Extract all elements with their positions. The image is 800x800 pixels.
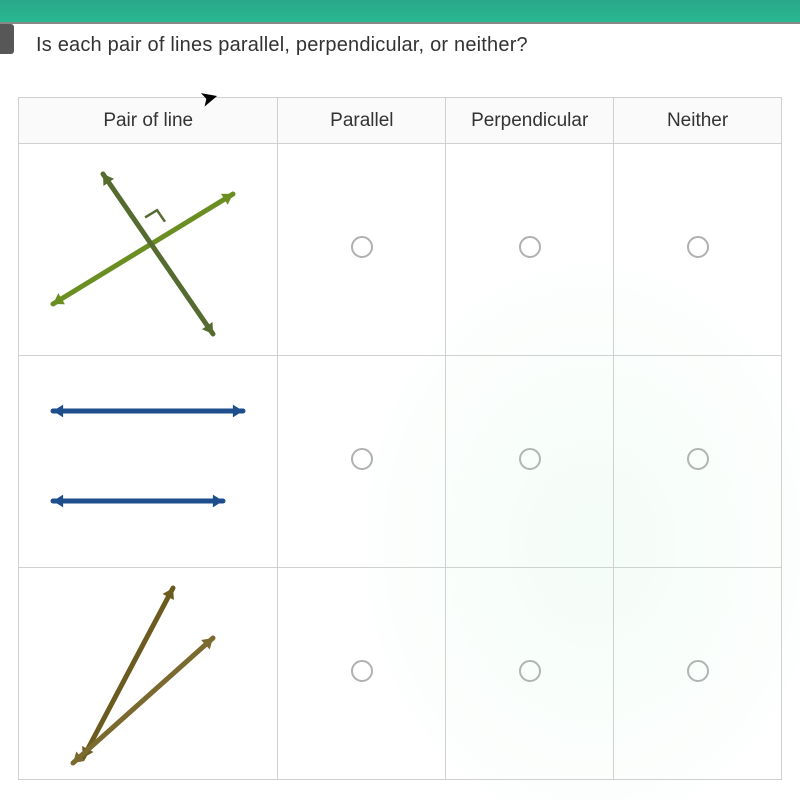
- diagram-cell-2: [19, 356, 278, 568]
- diagram-cell-1: [19, 144, 278, 356]
- parallel-lines-icon: [23, 356, 273, 562]
- col-header-neither: Neither: [614, 98, 782, 144]
- top-bar: [0, 0, 800, 24]
- table-row: [19, 144, 782, 356]
- answer-table: Pair of line Parallel Perpendicular Neit…: [18, 97, 782, 780]
- radio-r3-parallel[interactable]: [351, 660, 373, 682]
- radio-r1-perpendicular[interactable]: [519, 236, 541, 258]
- table-row: [19, 568, 782, 780]
- left-tab-handle[interactable]: [0, 24, 14, 54]
- table-row: [19, 356, 782, 568]
- perpendicular-lines-icon: [23, 144, 273, 350]
- content-area: Is each pair of lines parallel, perpendi…: [0, 24, 800, 800]
- question-text: Is each pair of lines parallel, perpendi…: [36, 34, 782, 57]
- intersecting-lines-icon: [23, 568, 273, 774]
- radio-r1-neither[interactable]: [687, 236, 709, 258]
- radio-r1-parallel[interactable]: [351, 236, 373, 258]
- col-header-parallel: Parallel: [278, 98, 446, 144]
- diagram-cell-3: [19, 568, 278, 780]
- col-header-pair: Pair of line: [19, 98, 278, 144]
- radio-r2-parallel[interactable]: [351, 448, 373, 470]
- radio-r3-perpendicular[interactable]: [519, 660, 541, 682]
- radio-r2-perpendicular[interactable]: [519, 448, 541, 470]
- radio-r3-neither[interactable]: [687, 660, 709, 682]
- col-header-perpendicular: Perpendicular: [446, 98, 614, 144]
- radio-r2-neither[interactable]: [687, 448, 709, 470]
